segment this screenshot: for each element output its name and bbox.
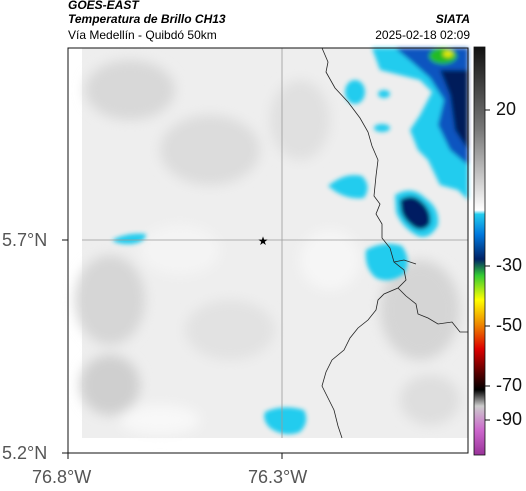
cloud-texture xyxy=(75,60,460,435)
colorbar-label-minus90: -90 xyxy=(496,409,523,429)
satellite-title: GOES-EAST xyxy=(68,0,139,12)
star-icon: ★ xyxy=(258,234,269,248)
lat-tick-5.7: 5.7°N xyxy=(2,230,48,250)
colorbar-label-minus50: -50 xyxy=(496,315,523,335)
timestamp-label: 2025-02-18 02:09 xyxy=(375,28,470,42)
cold-cloud-tops xyxy=(112,48,468,435)
colorbar-ticks xyxy=(485,109,490,421)
product-title: Temperatura de Brillo CH13 xyxy=(68,12,226,26)
colorbar-label-20: 20 xyxy=(496,99,517,119)
source-label: SIATA xyxy=(435,12,470,26)
colorbar xyxy=(473,46,486,456)
lon-tick-76.3: 76.3°W xyxy=(248,467,308,487)
map-panel: ★ xyxy=(67,47,469,454)
lat-tick-5.2: 5.2°N xyxy=(2,443,48,463)
border-lines xyxy=(321,47,468,439)
lon-tick-76.8: 76.8°W xyxy=(32,467,92,487)
axis-ticks xyxy=(62,239,283,459)
map-frame xyxy=(67,47,469,454)
colorbar-label-minus70: -70 xyxy=(496,375,523,395)
colorbar-label-minus30: -30 xyxy=(496,255,523,275)
route-label: Vía Medellín - Quibdó 50km xyxy=(68,28,217,42)
